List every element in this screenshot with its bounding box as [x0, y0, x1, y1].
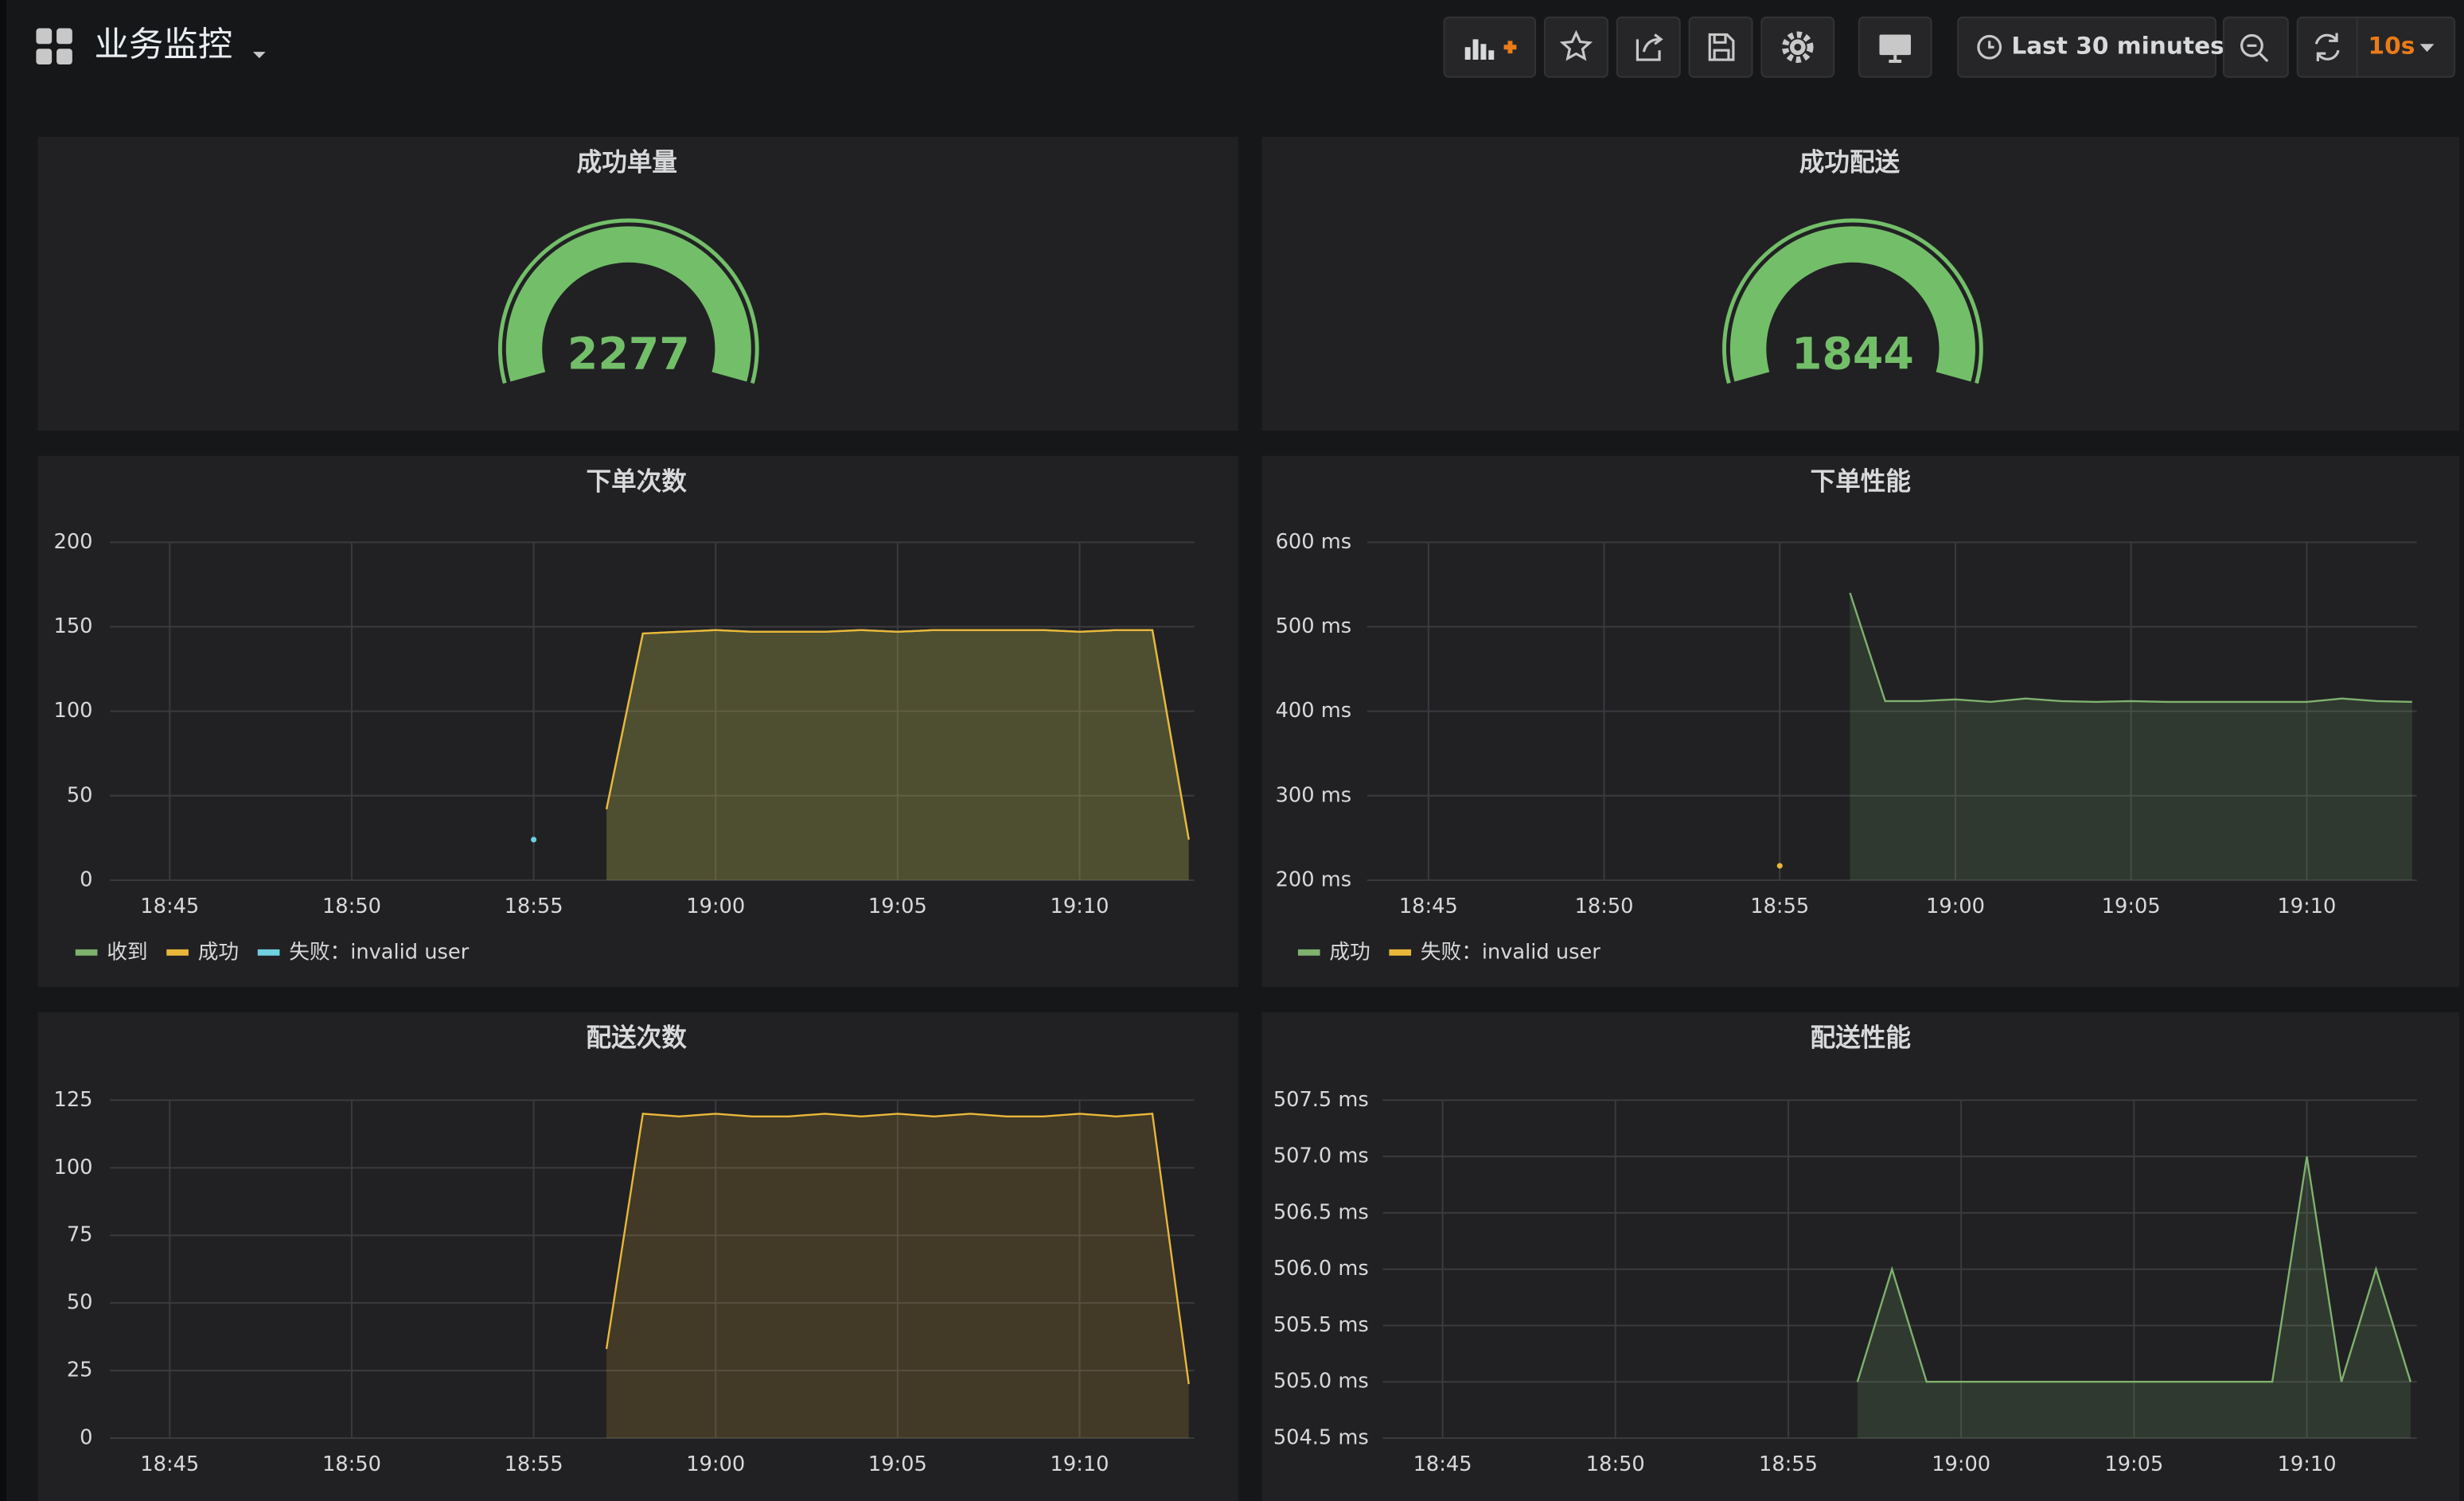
y-tick-label: 25 [67, 1359, 93, 1382]
icon-cell [57, 49, 72, 64]
y-tick-label: 150 [54, 614, 93, 638]
x-tick-label: 19:00 [686, 1452, 745, 1476]
gauge-value: 1844 [1791, 329, 1914, 380]
x-tick-label: 19:05 [868, 1452, 927, 1476]
x-tick-label: 19:10 [1051, 895, 1109, 918]
icon-cell [36, 49, 52, 64]
x-tick-label: 18:50 [1575, 895, 1634, 918]
y-tick-label: 200 [54, 530, 93, 554]
time-picker[interactable]: Last 30 minutes [1958, 18, 2224, 77]
x-tick-label: 19:10 [2278, 1452, 2337, 1476]
legend-label: 失败：invalid user [1421, 940, 1600, 964]
add-panel-button[interactable] [1444, 18, 1536, 77]
panel [37, 137, 1238, 431]
x-tick-label: 19:10 [2277, 895, 2336, 918]
y-tick-label: 50 [67, 783, 93, 807]
y-tick-label: 505.5 ms [1273, 1313, 1369, 1337]
y-tick-label: 125 [54, 1088, 93, 1112]
icon [1879, 34, 1910, 55]
button-bg [2224, 18, 2288, 77]
panel-title: 配送次数 [587, 1023, 688, 1052]
save-button[interactable] [1690, 18, 1752, 77]
y-tick-label: 75 [67, 1223, 93, 1247]
y-tick-label: 100 [54, 1156, 93, 1179]
x-tick-label: 18:55 [505, 1452, 563, 1476]
x-tick-label: 19:05 [2102, 895, 2161, 918]
share-button[interactable] [1617, 18, 1680, 77]
y-tick-label: 600 ms [1276, 530, 1351, 554]
y-tick-label: 0 [80, 867, 92, 891]
x-tick-label: 18:45 [1399, 895, 1458, 918]
legend-label: 失败：invalid user [289, 940, 469, 964]
panel-title: 成功配送 [1799, 148, 1901, 177]
panel-title: 下单性能 [1811, 467, 1911, 496]
button-bg [1444, 18, 1536, 77]
x-tick-label: 19:00 [1926, 895, 1985, 918]
y-tick-label: 504.5 ms [1273, 1426, 1369, 1450]
legend-label: 成功 [198, 940, 239, 964]
x-tick-label: 19:00 [1932, 1452, 1990, 1476]
x-tick-label: 18:50 [1586, 1452, 1645, 1476]
x-tick-label: 19:10 [1051, 1452, 1109, 1476]
panel-title: 成功单量 [577, 148, 677, 177]
y-tick-label: 507.5 ms [1273, 1088, 1369, 1112]
dashboard-title[interactable]: 业务监控 [94, 25, 232, 65]
y-tick-label: 500 ms [1276, 614, 1351, 638]
panel-title: 配送性能 [1811, 1023, 1911, 1052]
x-tick-label: 19:00 [686, 895, 745, 918]
y-tick-label: 50 [67, 1291, 93, 1315]
legend-label: 收到 [107, 940, 147, 964]
zoom-out-button[interactable] [2224, 18, 2288, 77]
button-bg [1617, 18, 1680, 77]
area [606, 630, 1189, 880]
point [531, 836, 536, 842]
refresh-interval: 10s [2368, 33, 2415, 60]
x-tick-label: 18:45 [140, 1452, 199, 1476]
y-tick-label: 0 [80, 1426, 92, 1450]
button-bg [1545, 18, 1608, 77]
settings-button[interactable] [1761, 18, 1834, 77]
panel-title: 下单次数 [587, 467, 688, 496]
icon [1794, 44, 1801, 51]
x-tick-label: 18:45 [140, 895, 199, 918]
x-tick-label: 18:50 [322, 1452, 381, 1476]
button-bg [1690, 18, 1752, 77]
y-tick-label: 300 ms [1276, 783, 1351, 807]
x-tick-label: 18:55 [505, 895, 563, 918]
x-tick-label: 18:55 [1759, 1452, 1818, 1476]
star-button[interactable] [1545, 18, 1608, 77]
y-tick-label: 506.5 ms [1273, 1200, 1369, 1224]
refresh-button[interactable]: 10s [2298, 18, 2454, 77]
x-tick-label: 18:45 [1413, 1452, 1472, 1476]
area [606, 1113, 1189, 1438]
y-tick-label: 506.0 ms [1273, 1257, 1369, 1281]
y-tick-label: 100 [54, 699, 93, 723]
x-tick-label: 19:05 [2104, 1452, 2163, 1476]
tv-mode-button[interactable] [1859, 18, 1932, 77]
x-tick-label: 18:55 [1750, 895, 1809, 918]
gauge-value: 2277 [567, 329, 690, 380]
icon-cell [57, 29, 72, 45]
legend-label: 成功 [1329, 940, 1370, 964]
x-tick-label: 18:50 [322, 895, 381, 918]
y-tick-label: 200 ms [1276, 867, 1351, 891]
icon-cell [36, 29, 52, 45]
y-tick-label: 400 ms [1276, 699, 1351, 723]
point [1777, 863, 1783, 868]
sidebar-edge [0, 0, 6, 1501]
y-tick-label: 507.0 ms [1273, 1144, 1369, 1168]
y-tick-label: 505.0 ms [1273, 1370, 1369, 1394]
time-range: Last 30 minutes [2011, 33, 2224, 60]
x-tick-label: 19:05 [868, 895, 927, 918]
panel [1262, 137, 2460, 431]
